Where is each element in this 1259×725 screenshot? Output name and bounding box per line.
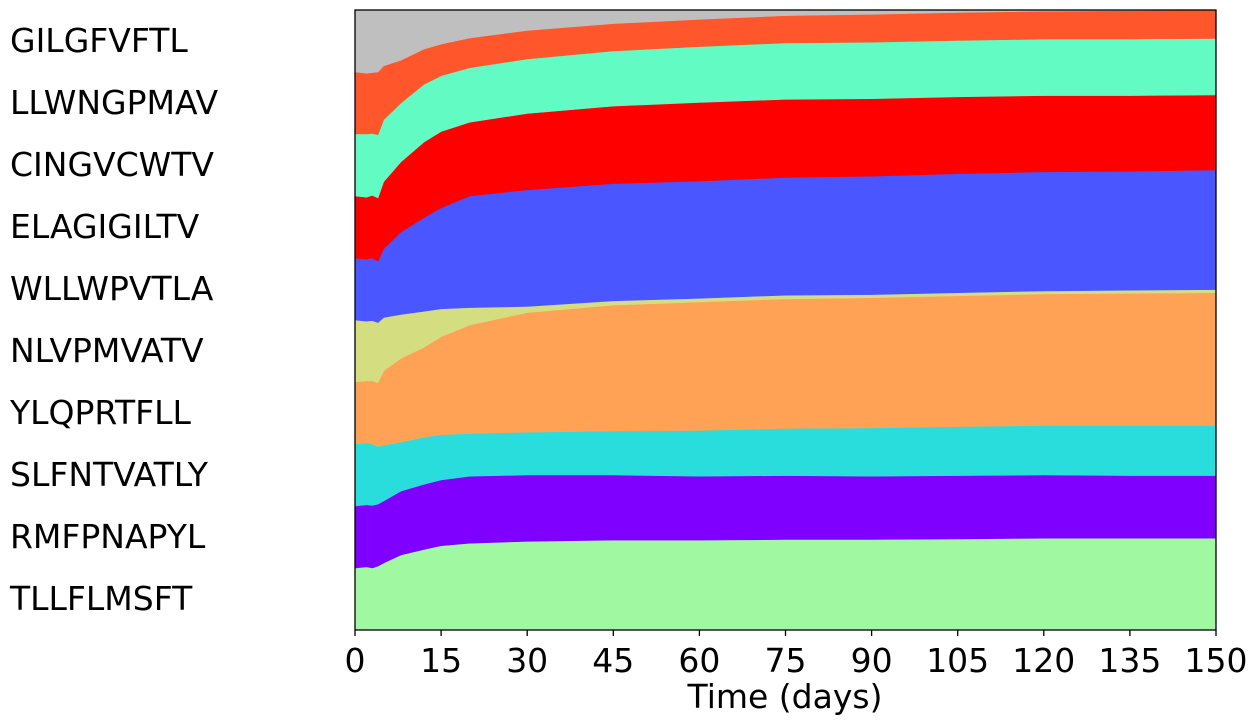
- area-layers: [354, 9, 1217, 631]
- series-label: GILGFVFTL: [10, 21, 188, 60]
- x-tick-label: 90: [851, 641, 893, 680]
- x-tick-label: 0: [345, 641, 366, 680]
- series-label: RMFPNAPYL: [10, 517, 206, 556]
- x-tick-label: 15: [420, 641, 462, 680]
- area-tllflmsft: [354, 537, 1217, 631]
- series-label: WLLWPVTLA: [10, 269, 214, 308]
- series-label: YLQPRTFLL: [9, 393, 191, 432]
- series-label: ELAGIGILTV: [10, 207, 200, 246]
- x-axis-title: Time (days): [687, 677, 883, 716]
- series-label: CINGVCWTV: [10, 145, 214, 184]
- x-tick-label: 120: [1012, 641, 1075, 680]
- series-label: TLLFLMSFT: [9, 579, 193, 618]
- series-label: LLWNGPMAV: [10, 83, 218, 122]
- x-tick-label: 45: [592, 641, 634, 680]
- x-axis: 0 15 30 45 60 75 90 105 120 135 150: [345, 630, 1248, 680]
- x-tick-label: 60: [678, 641, 720, 680]
- series-labels: GILGFVFTL LLWNGPMAV CINGVCWTV ELAGIGILTV WLL…: [9, 21, 218, 618]
- x-tick-label: 30: [506, 641, 548, 680]
- x-tick-label: 150: [1185, 641, 1248, 680]
- x-tick-label: 135: [1098, 641, 1161, 680]
- x-tick-label: 105: [926, 641, 989, 680]
- series-label: NLVPMVATV: [10, 331, 204, 370]
- series-label: SLFNTVATLY: [10, 455, 209, 494]
- x-tick-label: 75: [765, 641, 807, 680]
